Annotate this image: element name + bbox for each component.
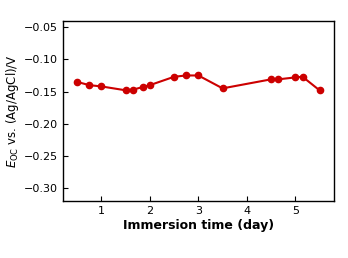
- Bar: [278, 236, 308, 258]
- Bar: [70, 236, 99, 258]
- Y-axis label: $E_{\mathrm{OC}}$ vs. (Ag/AgCl)/V: $E_{\mathrm{OC}}$ vs. (Ag/AgCl)/V: [4, 54, 21, 168]
- Bar: [0, 236, 30, 258]
- Bar: [139, 236, 169, 258]
- Bar: [209, 236, 238, 258]
- X-axis label: Immersion time (day): Immersion time (day): [123, 219, 274, 232]
